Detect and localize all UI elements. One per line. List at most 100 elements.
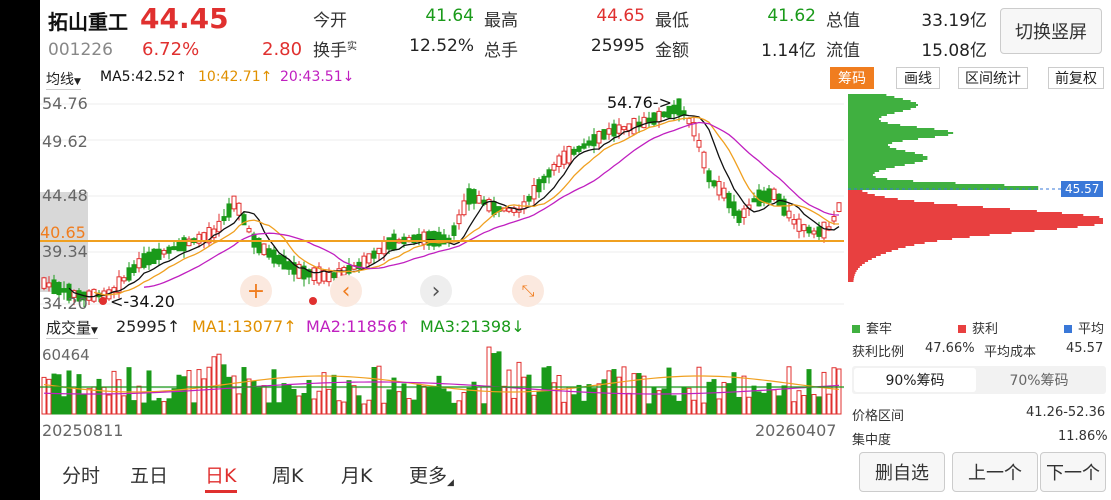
volume-bar <box>741 375 747 415</box>
tab-forward-adjust[interactable]: 前复权 <box>1048 67 1104 89</box>
legend-trapped: 套牢 <box>852 318 892 337</box>
volume-bar <box>661 388 667 415</box>
kline-chart[interactable] <box>40 92 844 314</box>
volume-bar <box>376 365 382 415</box>
volume-bar <box>291 388 297 415</box>
volume-bar <box>521 376 527 415</box>
chip-profit-band <box>848 198 898 200</box>
volume-chart[interactable] <box>40 340 844 416</box>
candle <box>231 195 237 210</box>
tab-weekly-k[interactable]: 周K <box>272 465 304 487</box>
volume-bar <box>276 402 282 415</box>
stat-value: 25995 <box>590 36 645 56</box>
chip-trapped-band <box>848 168 886 170</box>
tab-draw-line[interactable]: 画线 <box>896 67 940 89</box>
chip-distribution-chart[interactable] <box>848 92 1106 314</box>
scroll-right-button[interactable]: › <box>420 275 452 307</box>
volume-bar <box>111 370 117 415</box>
ma5-readout: MA5:42.52↑ <box>100 69 188 85</box>
tab-intraday[interactable]: 分时 <box>62 465 101 487</box>
event-dot-1[interactable] <box>99 297 107 305</box>
candle <box>601 129 607 140</box>
previous-stock-button[interactable]: 上一个 <box>952 452 1038 492</box>
chip-trapped-band <box>848 112 895 114</box>
tab-daily-k[interactable]: 日K <box>205 465 237 487</box>
candle <box>456 214 462 225</box>
chip-profit-band <box>848 208 1010 210</box>
chip-profit-band <box>848 224 1095 226</box>
volume-select[interactable]: 成交量▼ <box>46 319 98 339</box>
candle <box>451 225 457 236</box>
ma-mode-select[interactable]: 均线▼ <box>46 69 81 90</box>
candle <box>581 143 587 149</box>
scroll-left-button[interactable]: ‹ <box>330 275 362 307</box>
candle <box>311 267 317 281</box>
volume-bar <box>296 395 302 415</box>
candle <box>391 233 397 251</box>
candle <box>586 140 592 146</box>
chip-profit-band <box>848 202 935 204</box>
volume-bar <box>126 367 132 415</box>
volume-bar <box>221 364 227 415</box>
volume-bar <box>791 401 797 415</box>
volume-bar <box>586 384 592 415</box>
volume-bar <box>811 394 817 415</box>
tab-90-chips[interactable]: 90%筹码 <box>854 368 976 392</box>
chip-profit-band <box>848 194 875 196</box>
remove-watchlist-button[interactable]: 删自选 <box>859 452 945 492</box>
candle <box>206 227 212 244</box>
candle <box>471 189 477 204</box>
volume-bar <box>336 400 342 415</box>
next-stock-button[interactable]: 下一个 <box>1040 452 1106 492</box>
zoom-in-button[interactable]: + <box>240 275 272 307</box>
candle <box>686 118 692 125</box>
candle <box>256 238 262 254</box>
candle <box>241 214 247 226</box>
candle <box>526 195 532 202</box>
chip-trapped-band <box>848 142 893 144</box>
volume-bar <box>186 370 192 415</box>
chip-trapped-band <box>848 130 948 132</box>
volume-bar <box>81 394 87 415</box>
chip-trapped-band <box>848 176 876 178</box>
candle <box>551 163 557 171</box>
chip-profit-band <box>848 206 983 208</box>
candle <box>216 220 222 233</box>
volume-bar <box>601 379 607 415</box>
candle <box>331 272 337 279</box>
volume-bar <box>171 388 177 415</box>
tab-range-stats[interactable]: 区间统计 <box>958 67 1028 89</box>
volume-bar <box>591 388 597 415</box>
volume-bar <box>716 398 722 415</box>
tab-five-day[interactable]: 五日 <box>130 465 169 487</box>
tab-more[interactable]: 更多◢ <box>409 465 454 488</box>
volume-bar <box>576 384 582 415</box>
candle <box>211 228 217 239</box>
chip-profit-band <box>848 228 1058 230</box>
volume-bar <box>501 385 507 415</box>
chip-profit-band <box>848 218 1103 220</box>
chip-trapped-band <box>848 102 917 104</box>
tab-chips[interactable]: 筹码 <box>830 67 874 89</box>
collapse-icon[interactable]: ⤡ <box>512 275 544 307</box>
candle <box>376 247 382 255</box>
candle <box>56 282 62 296</box>
tab-70-chips[interactable]: 70%筹码 <box>1009 373 1069 389</box>
candle <box>276 254 282 265</box>
chip-trapped-band <box>848 136 935 138</box>
concentration-value: 11.86% <box>1058 429 1108 444</box>
chip-profit-band <box>848 214 1084 216</box>
candle <box>626 123 632 131</box>
stat-label: 总手 <box>484 41 518 61</box>
candle <box>771 188 777 200</box>
switch-portrait-button[interactable]: 切换竖屏 <box>1000 8 1102 54</box>
candle <box>596 131 602 144</box>
candle <box>491 201 497 215</box>
event-dot-2[interactable] <box>309 297 317 305</box>
chip-trapped-band <box>848 180 914 182</box>
volume-bar <box>316 390 322 415</box>
volume-bar <box>451 402 457 415</box>
tab-monthly-k[interactable]: 月K <box>341 465 373 487</box>
chip-trapped-band <box>848 162 915 164</box>
volume-bar <box>446 391 452 415</box>
